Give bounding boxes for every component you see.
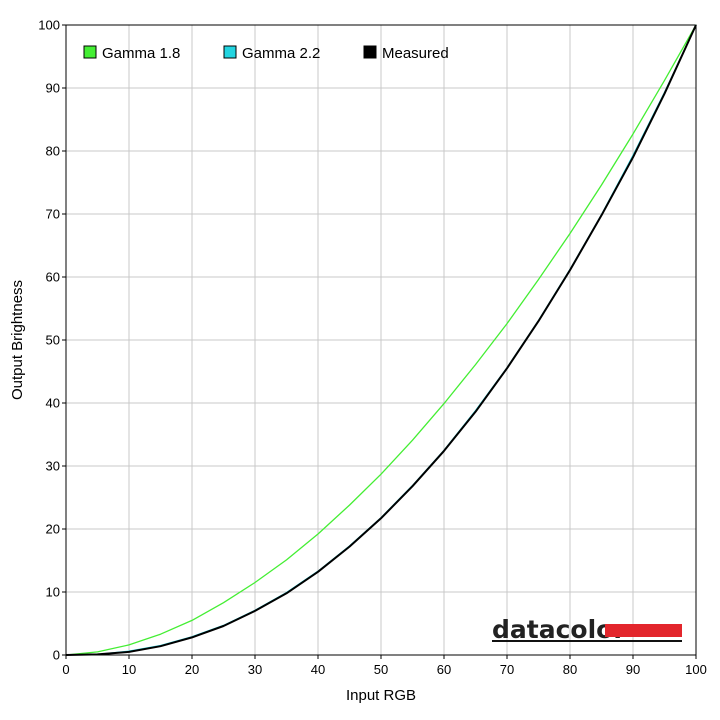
y-tick-label: 10 (46, 585, 60, 600)
x-tick-label: 0 (62, 662, 69, 677)
legend-swatch-gamma-2-2 (223, 45, 237, 59)
y-tick-label: 80 (46, 144, 60, 159)
y-tick-label: 60 (46, 270, 60, 285)
grid (66, 25, 696, 655)
x-tick-label: 60 (437, 662, 451, 677)
x-tick-label: 70 (500, 662, 514, 677)
series-line-gamma-1-8 (65, 24, 697, 656)
x-tick-label: 80 (563, 662, 577, 677)
y-tick-label: 40 (46, 396, 60, 411)
datacolor-logo: datacolor (492, 615, 682, 644)
legend-label-measured: Measured (382, 45, 449, 62)
legend-label-gamma-2-2: Gamma 2.2 (242, 45, 320, 62)
x-tick-label: 10 (122, 662, 136, 677)
legend-swatch-measured (363, 45, 377, 59)
brand-logo-bar (605, 624, 682, 637)
y-axis-label: Output Brightness (9, 280, 26, 400)
x-tick-label: 40 (311, 662, 325, 677)
y-tick-label: 20 (46, 522, 60, 537)
x-tick-label: 30 (248, 662, 262, 677)
y-axis-ticks: 0 10 20 30 40 50 60 70 80 90 100 (38, 18, 66, 663)
y-tick-label: 50 (46, 333, 60, 348)
series-lines (65, 24, 697, 656)
x-tick-label: 50 (374, 662, 388, 677)
y-tick-label: 70 (46, 207, 60, 222)
brand-logo-text: datacolor (492, 615, 626, 644)
series-line-measured (65, 24, 697, 656)
y-tick-label: 90 (46, 81, 60, 96)
brand-logo-underline (492, 640, 682, 642)
y-tick-label: 30 (46, 459, 60, 474)
x-tick-label: 90 (626, 662, 640, 677)
y-tick-label: 0 (53, 648, 60, 663)
y-tick-label: 100 (38, 18, 60, 33)
x-tick-label: 100 (685, 662, 707, 677)
legend: Gamma 1.8 Gamma 2.2 Measured (83, 45, 449, 62)
x-tick-label: 20 (185, 662, 199, 677)
legend-swatch-gamma-1-8 (83, 45, 97, 59)
x-axis-ticks: 0 10 20 30 40 50 60 70 80 90 100 (62, 655, 707, 677)
x-axis-label: Input RGB (346, 687, 416, 704)
legend-label-gamma-1-8: Gamma 1.8 (102, 45, 180, 62)
